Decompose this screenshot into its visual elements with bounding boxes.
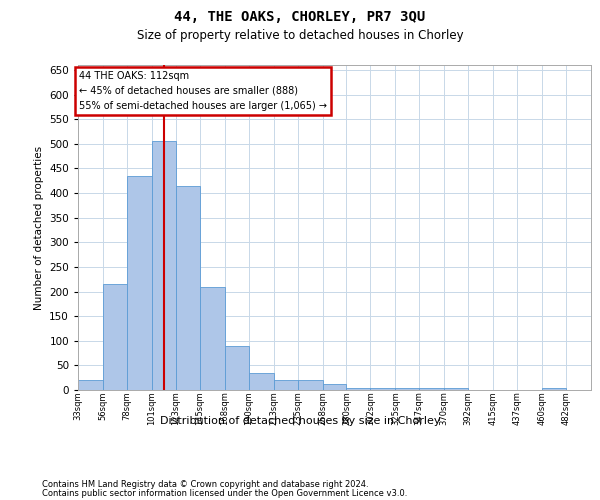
Bar <box>127 176 152 390</box>
Bar <box>200 286 225 390</box>
Bar <box>225 346 248 390</box>
Bar <box>395 388 419 390</box>
Text: Distribution of detached houses by size in Chorley: Distribution of detached houses by size … <box>160 416 440 426</box>
Text: 44 THE OAKS: 112sqm
← 45% of detached houses are smaller (888)
55% of semi-detac: 44 THE OAKS: 112sqm ← 45% of detached ho… <box>79 71 327 110</box>
Bar <box>370 388 395 390</box>
Text: Size of property relative to detached houses in Chorley: Size of property relative to detached ho… <box>137 29 463 42</box>
Text: 44, THE OAKS, CHORLEY, PR7 3QU: 44, THE OAKS, CHORLEY, PR7 3QU <box>175 10 425 24</box>
Bar <box>78 380 103 390</box>
Bar <box>298 380 323 390</box>
Y-axis label: Number of detached properties: Number of detached properties <box>34 146 44 310</box>
Bar <box>103 284 127 390</box>
Bar <box>323 384 346 390</box>
Bar <box>346 388 370 390</box>
Bar <box>444 388 468 390</box>
Text: Contains HM Land Registry data © Crown copyright and database right 2024.: Contains HM Land Registry data © Crown c… <box>42 480 368 489</box>
Bar <box>176 186 200 390</box>
Text: Contains public sector information licensed under the Open Government Licence v3: Contains public sector information licen… <box>42 490 407 498</box>
Bar <box>419 388 444 390</box>
Bar <box>542 388 566 390</box>
Bar <box>274 380 298 390</box>
Bar <box>152 142 176 390</box>
Bar <box>248 373 274 390</box>
